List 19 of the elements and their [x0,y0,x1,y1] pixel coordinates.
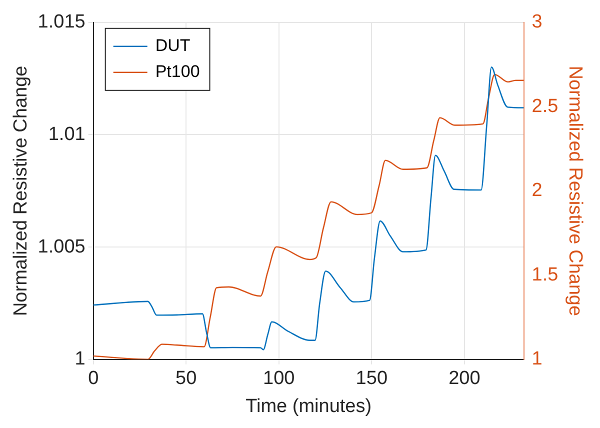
y-tick-label: 1 [74,348,86,370]
x-tick-label: 150 [356,368,388,390]
legend-label: Pt100 [155,62,200,82]
y-axis-title: Normalized Resistive Change [10,66,32,316]
y-tick-label: 1.005 [38,236,86,258]
y2-axis-title: Normalized Resistive Change [564,66,586,316]
y2-tick-label: 1.5 [532,264,558,286]
y-tick-label: 1.015 [38,12,86,33]
x-tick-label: 100 [263,368,295,390]
y2-tick-label: 3 [532,12,542,33]
legend-label: DUT [155,36,190,56]
x-tick-label: 50 [176,368,197,390]
y2-tick-label: 1 [532,348,542,370]
y2-tick-label: 2 [532,180,542,202]
y2-tick-label: 2.5 [532,96,558,117]
x-tick-label: 0 [88,368,99,390]
x-axis-title: Time (minutes) [246,396,372,417]
x-tick-label: 200 [448,368,480,390]
y-tick-label: 1.01 [48,124,86,145]
